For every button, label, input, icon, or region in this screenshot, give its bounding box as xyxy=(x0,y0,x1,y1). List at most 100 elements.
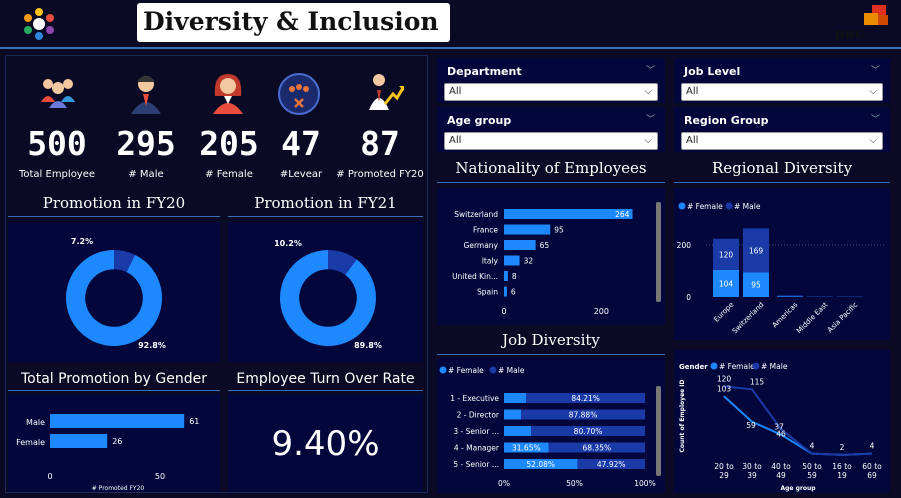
job-level-dropdown[interactable]: All ⌵ xyxy=(681,83,883,101)
bar-male[interactable] xyxy=(743,228,769,273)
promotion-gender-chart: Male 61 Female 26 0 50 # Promoted FY20 xyxy=(16,414,199,492)
bar-value-label: 61 xyxy=(189,417,199,426)
gender-age-chart: Gender # Female # Male Count of Employee ID… xyxy=(679,362,882,492)
legend-label: # Female xyxy=(687,202,723,211)
tick-label: 0 xyxy=(686,293,691,302)
promotion-fy20-underline xyxy=(8,216,220,217)
bar-male[interactable] xyxy=(777,295,803,297)
donut-slice[interactable] xyxy=(280,250,376,346)
bar[interactable] xyxy=(504,240,536,250)
bar[interactable] xyxy=(504,224,551,235)
bar[interactable] xyxy=(504,255,520,266)
bar-value-label: 52.08% xyxy=(526,460,555,469)
logo-icon xyxy=(22,7,56,41)
chevron-down-icon[interactable]: ﹀ xyxy=(645,115,655,125)
promotion-fy20-panel: 7.2% 92.8% xyxy=(8,222,220,362)
header-divider xyxy=(0,47,901,49)
point-label: 2 xyxy=(840,443,845,452)
category-label: 69 xyxy=(867,471,877,480)
category-label: 4 - Manager xyxy=(454,444,500,453)
bar-male[interactable] xyxy=(713,238,739,270)
slicer-job-level: Job Level ﹀ All ⌵ xyxy=(674,58,890,103)
promotion-gender-underline xyxy=(8,390,220,391)
category-label: 29 xyxy=(719,471,729,480)
slicer-label: Region Group xyxy=(684,114,769,127)
promotion-fy21-title: Promotion in FY21 xyxy=(254,194,397,212)
category-label: 30 to xyxy=(742,462,762,471)
tick-label: 0% xyxy=(498,479,510,488)
bar-female[interactable] xyxy=(743,272,769,297)
title-box: Diversity & Inclusion xyxy=(137,3,450,42)
bar[interactable] xyxy=(50,434,108,448)
bar-value-label: 104 xyxy=(719,279,734,288)
point-label: 4 xyxy=(810,442,815,451)
category-label: France xyxy=(473,226,498,235)
chevron-down-icon[interactable]: ﹀ xyxy=(645,66,655,76)
tick-label: 200 xyxy=(594,307,609,316)
slice-label: 10.2% xyxy=(274,239,302,248)
dropdown-value: All xyxy=(449,86,462,97)
bar-value-label: 68.35% xyxy=(583,444,612,453)
turnover-panel: 9.40% xyxy=(228,394,423,492)
category-label: 19 xyxy=(837,471,847,480)
bar-female[interactable] xyxy=(713,269,739,297)
legend-label: # Male xyxy=(761,362,788,371)
bar-male[interactable] xyxy=(526,393,645,403)
category-label: Female xyxy=(16,438,45,447)
region-group-dropdown[interactable]: All ⌵ xyxy=(681,132,883,150)
chevron-down-icon[interactable]: ﹀ xyxy=(870,66,880,76)
bar[interactable] xyxy=(504,271,508,281)
bar[interactable] xyxy=(50,414,185,428)
bar[interactable] xyxy=(504,286,507,297)
kpi-label: # Female xyxy=(205,169,253,180)
kpi-label: # Promoted FY20 xyxy=(336,169,424,180)
age-group-dropdown[interactable]: All ⌵ xyxy=(444,132,658,150)
donut-slice[interactable] xyxy=(66,250,163,346)
category-label: 1 - Executive xyxy=(450,394,499,403)
job-diversity-panel: # Female # Male 1 - Executive 84.21% 2 - Dir… xyxy=(437,358,665,493)
bar-value-label: 8 xyxy=(512,272,517,281)
department-dropdown[interactable]: All ⌵ xyxy=(444,83,658,101)
axis-title: Age group xyxy=(780,485,816,492)
bar-value-label: 80.70% xyxy=(574,427,603,436)
bar-female[interactable] xyxy=(504,409,522,420)
scrollbar[interactable] xyxy=(656,386,661,476)
bar-female[interactable] xyxy=(504,459,578,469)
bar-male[interactable] xyxy=(577,459,645,469)
turnover-value: 9.40% xyxy=(271,424,380,464)
chevron-down-icon[interactable]: ﹀ xyxy=(870,115,880,125)
bar-value-label: 169 xyxy=(749,246,764,255)
chevron-down-icon: ⌵ xyxy=(869,135,877,146)
donut-slice[interactable] xyxy=(114,250,135,273)
bar-value-label: 6 xyxy=(511,288,516,297)
legend-label: # Male xyxy=(498,366,525,375)
bar-female[interactable] xyxy=(504,442,549,453)
chevron-down-icon: ⌵ xyxy=(869,86,877,97)
category-label: Spain xyxy=(477,288,498,297)
bar-value-label: 32 xyxy=(524,257,534,266)
bar-male[interactable] xyxy=(521,409,645,420)
promotion-fy21-donut: 10.2% 89.8% xyxy=(274,239,382,350)
slicer-department: Department ﹀ All ⌵ xyxy=(437,58,665,103)
job-diversity-chart: # Female # Male 1 - Executive 84.21% 2 - Dir… xyxy=(439,366,661,488)
bar[interactable] xyxy=(504,209,633,219)
point-label: 37 xyxy=(774,423,784,432)
bar-female[interactable] xyxy=(504,426,532,436)
kpi-value: 500 xyxy=(27,124,87,163)
line-male[interactable] xyxy=(723,385,873,456)
donut-slice[interactable] xyxy=(328,250,357,275)
tick-label: 50% xyxy=(566,479,583,488)
bar-value-label: 95 xyxy=(751,281,761,290)
slice-label: 89.8% xyxy=(354,341,382,350)
bar-male[interactable] xyxy=(548,442,645,453)
bar-female[interactable] xyxy=(504,393,527,403)
bar-female[interactable] xyxy=(777,296,803,297)
scrollbar[interactable] xyxy=(656,202,661,302)
leaver-icon xyxy=(278,73,320,115)
bar-male[interactable] xyxy=(531,426,645,436)
promoted-icon xyxy=(369,74,405,110)
slicer-age-group: Age group ﹀ All ⌵ xyxy=(437,107,665,152)
category-label: Switzerland xyxy=(454,210,498,219)
kpi-value: 87 xyxy=(360,124,400,163)
slice-label: 92.8% xyxy=(138,341,166,350)
